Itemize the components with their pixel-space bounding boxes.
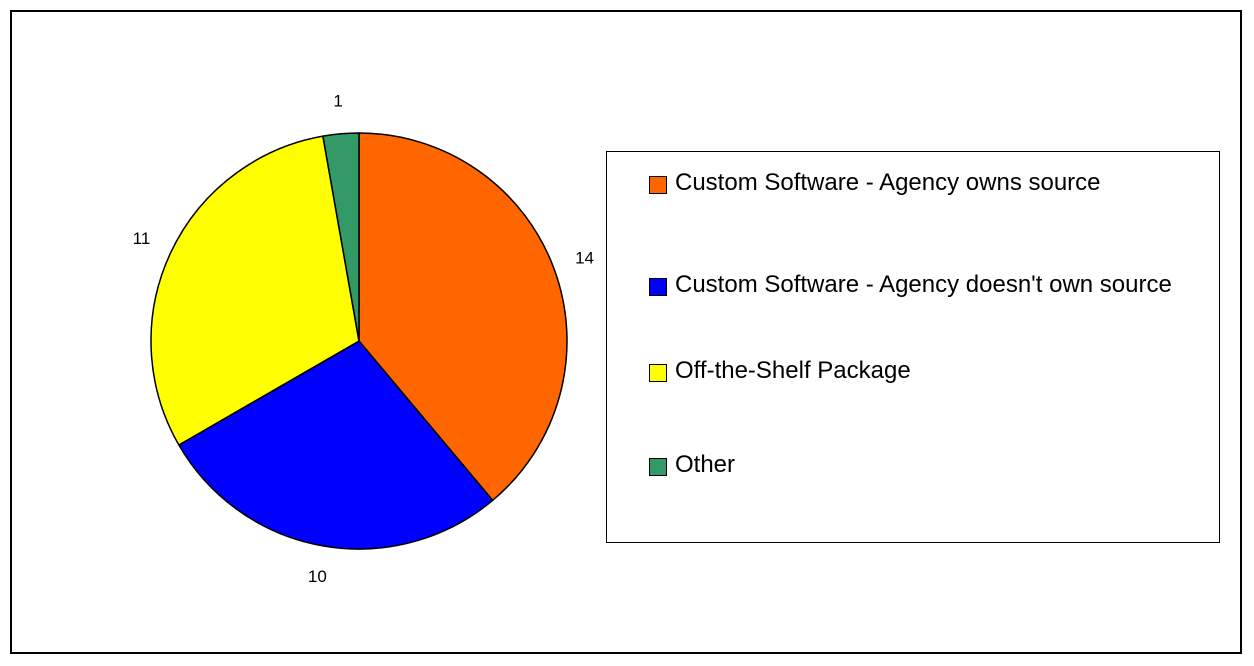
pie-slice-2 [150, 135, 360, 446]
legend-label: Custom Software - Agency owns source [675, 169, 1101, 196]
legend-label: Custom Software - Agency doesn't own sou… [675, 271, 1172, 298]
legend-swatch-yellow [649, 364, 667, 382]
pie-slice-0 [358, 132, 568, 502]
legend-swatch-orange [649, 176, 667, 194]
legend-label: Off-the-Shelf Package [675, 357, 911, 384]
legend: Custom Software - Agency owns source Cus… [606, 151, 1220, 543]
legend-item-off-the-shelf: Off-the-Shelf Package [649, 354, 1189, 388]
pie-slice-3 [322, 132, 360, 342]
legend-item-other: Other [649, 448, 1189, 482]
data-label-3: 1 [333, 91, 342, 110]
legend-swatch-blue [649, 278, 667, 296]
pie-slice-1 [178, 340, 494, 550]
data-label-0: 14 [575, 248, 594, 267]
legend-label: Other [675, 451, 736, 478]
legend-swatch-green [649, 458, 667, 476]
data-label-2: 11 [133, 229, 151, 248]
legend-item-agency-doesnt-own-source: Custom Software - Agency doesn't own sou… [649, 268, 1189, 302]
data-label-1: 10 [308, 567, 327, 586]
legend-item-agency-owns-source: Custom Software - Agency owns source [649, 166, 1189, 200]
